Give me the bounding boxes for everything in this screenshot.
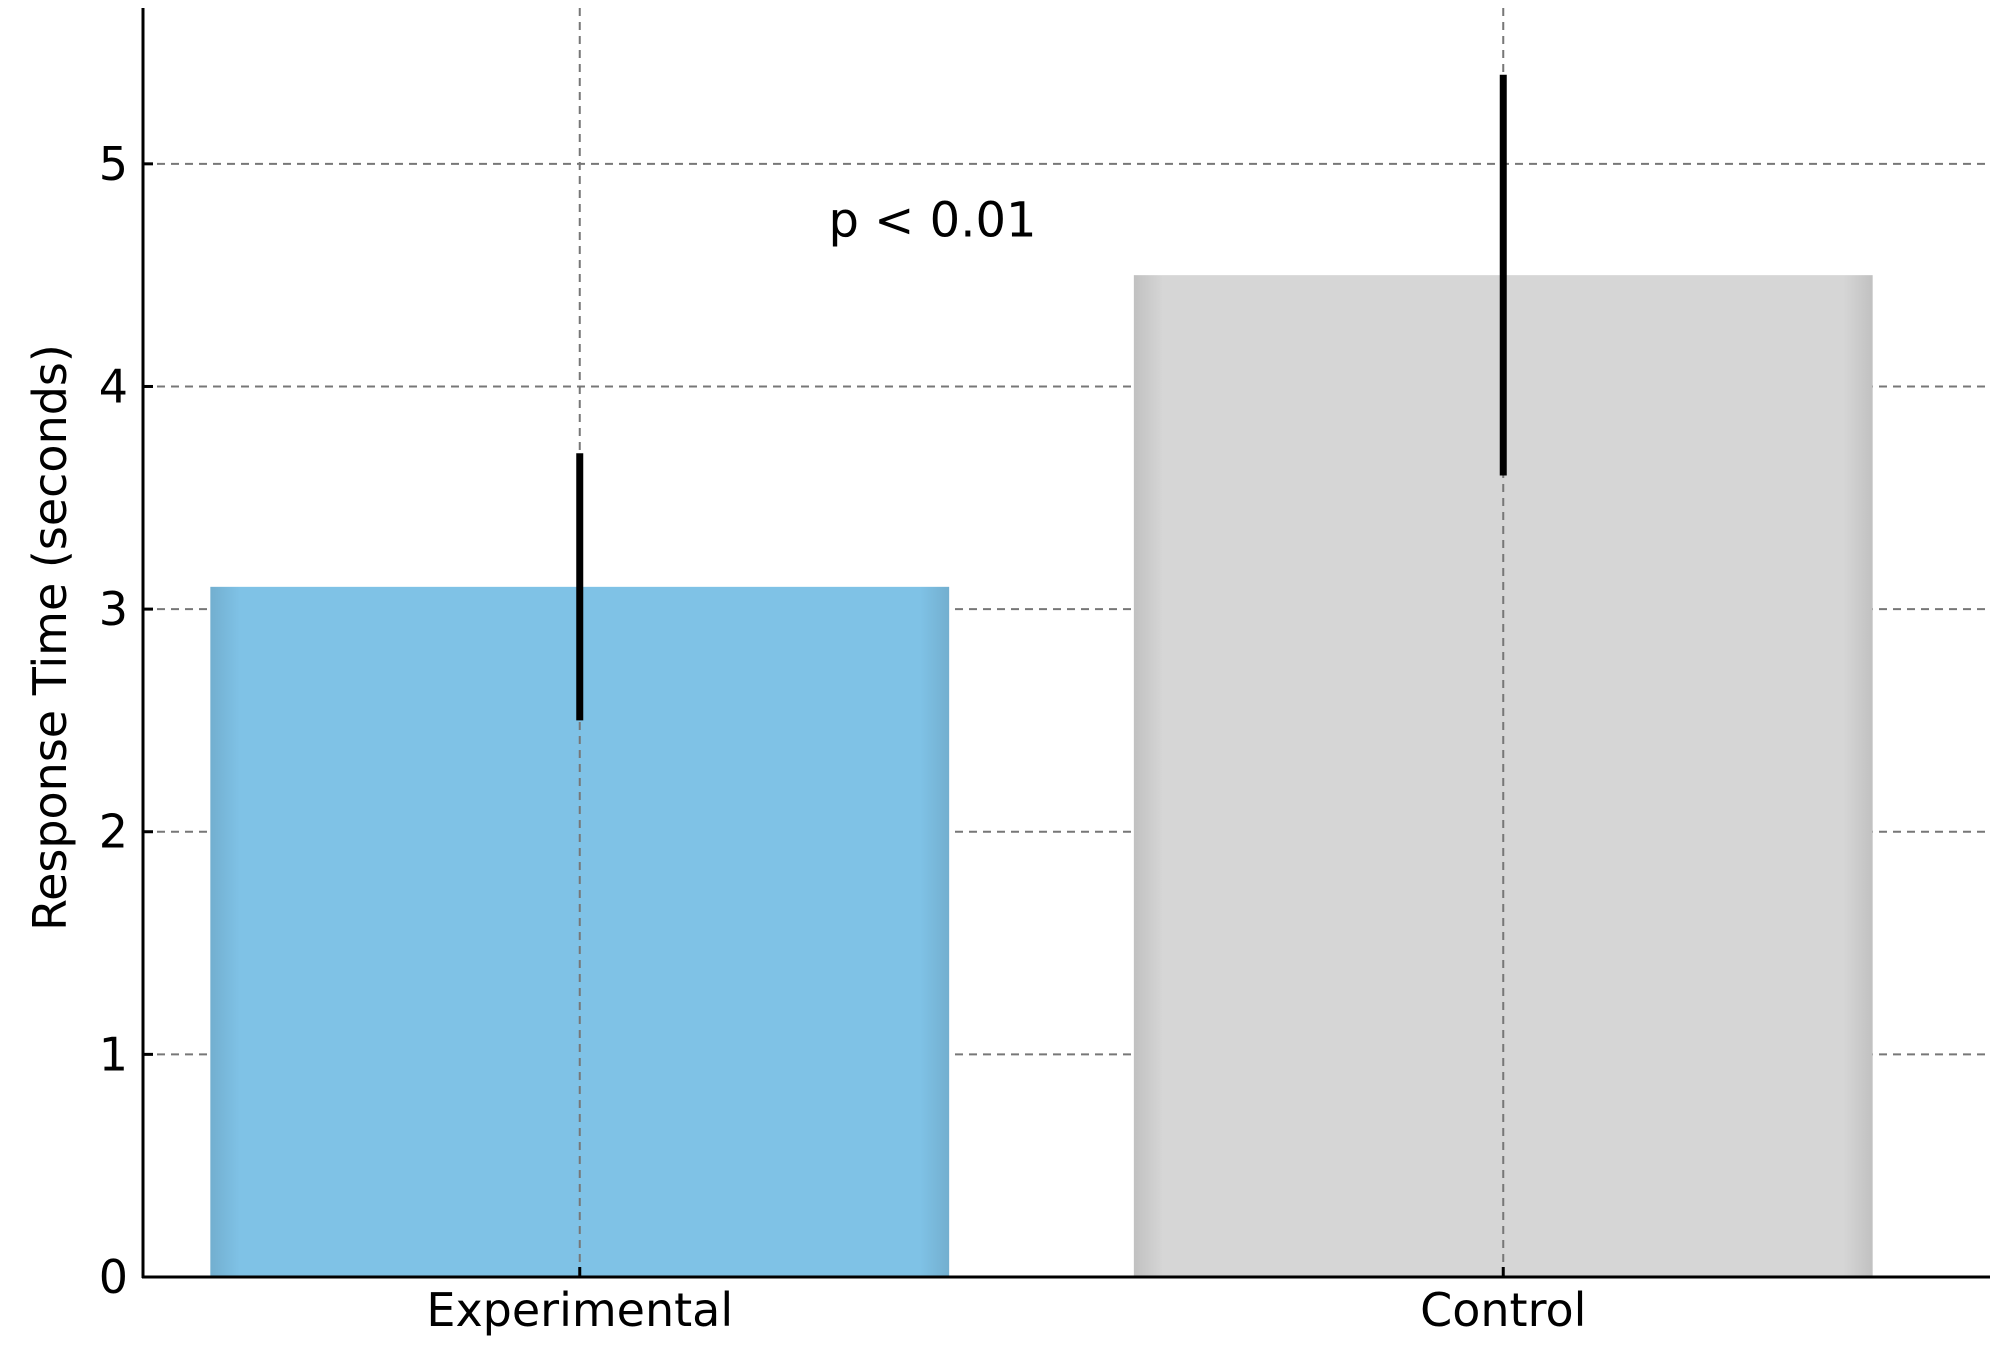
y-tick-label-2: 2 bbox=[99, 805, 128, 859]
y-tick-label-4: 4 bbox=[99, 359, 128, 413]
error-bars bbox=[576, 74, 1507, 721]
y-axis-label: Response Time (seconds) bbox=[23, 344, 77, 931]
y-tick-label-1: 1 bbox=[99, 1027, 128, 1081]
x-tick-label-experimental: Experimental bbox=[426, 1283, 733, 1337]
x-tick-label-control: Control bbox=[1420, 1283, 1586, 1337]
significance-annotation: p < 0.01 bbox=[828, 193, 1036, 249]
y-tick-label-0: 0 bbox=[99, 1250, 128, 1304]
y-tick-label-5: 5 bbox=[99, 137, 128, 191]
y-tick-label-3: 3 bbox=[99, 582, 128, 636]
labels: 0 1 2 3 4 5 Experimental Control Response Time (… bbox=[23, 137, 1586, 1337]
bars bbox=[210, 275, 1873, 1277]
axes bbox=[141, 8, 1990, 1279]
